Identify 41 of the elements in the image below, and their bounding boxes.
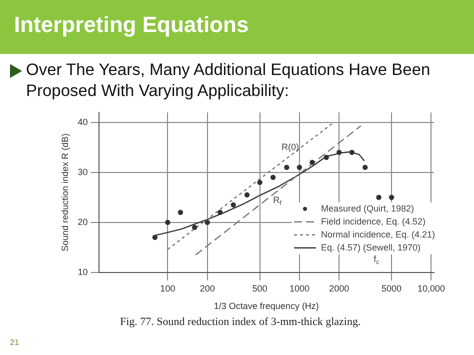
x-tick-label: 500 (252, 283, 268, 294)
x-tick-label: 2000 (329, 283, 350, 294)
y-tick-label: 40 (78, 116, 88, 127)
point (270, 174, 276, 180)
y-tick-label: 20 (78, 216, 88, 227)
x-tick-label: 100 (160, 283, 176, 294)
x-axis-title: 1/3 Octave frequency (Hz) (214, 301, 319, 312)
y-tick-label: 10 (78, 266, 88, 277)
caption: Fig. 77. Sound reduction index of 3-mm-thick glazing. (120, 316, 361, 328)
point (388, 194, 394, 200)
point (230, 202, 236, 208)
point (192, 224, 198, 230)
legend-label: Field incidence, Eq. (4.52) (321, 216, 426, 226)
point (178, 210, 184, 215)
point (376, 194, 382, 200)
point (244, 192, 250, 198)
y-tick-label: 30 (78, 166, 88, 177)
annotation: R(0) (281, 142, 299, 152)
legend-label: Measured (Quirt, 1982) (321, 203, 414, 214)
point (336, 150, 342, 155)
chart-subtitle: Over The Years, Many Additional Equations Have Been Proposed With Varying Applicability: (26, 60, 432, 102)
point (218, 210, 223, 215)
point (310, 160, 315, 165)
legend-label: Eq. (4.57) (Sewell, 1970) (321, 242, 421, 252)
x-tick-label: 5000 (382, 283, 402, 294)
point (296, 164, 302, 170)
chart-title: Interpreting Equations (14, 12, 249, 38)
x-tick-label: 200 (200, 283, 215, 294)
point (257, 180, 262, 185)
point (204, 220, 210, 225)
point (349, 150, 354, 155)
point (152, 234, 158, 240)
point (284, 164, 290, 170)
x-tick-label: 10,000 (417, 283, 445, 294)
point (362, 164, 368, 170)
point (324, 154, 329, 160)
text: 21 (10, 338, 19, 347)
legend-label: Normal incidence, Eq. (4.21) (321, 229, 436, 240)
x-tick-label: 1000 (289, 283, 310, 294)
point (165, 220, 170, 225)
y-axis-title: Sound reduction index R (dB) (60, 133, 70, 252)
